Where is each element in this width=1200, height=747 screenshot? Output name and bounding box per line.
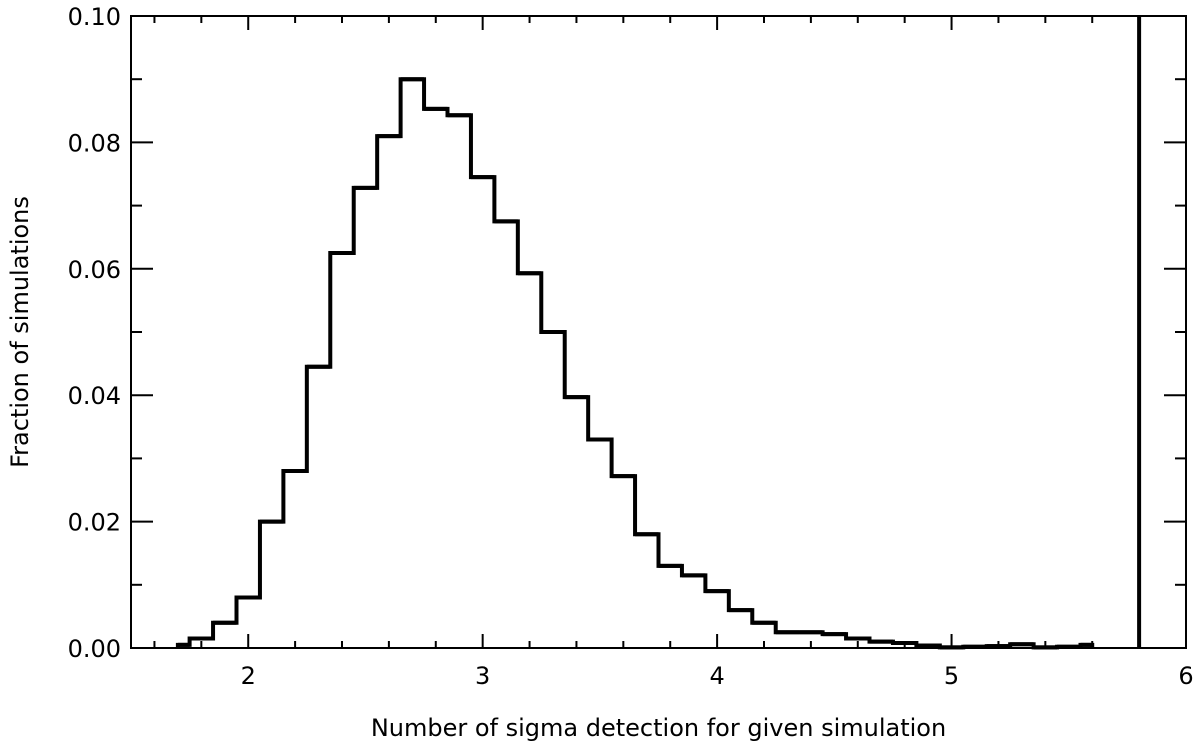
x-tick-label: 3: [475, 662, 490, 690]
x-tick-label: 5: [944, 662, 959, 690]
y-tick-label: 0.02: [68, 509, 121, 537]
x-tick-label: 4: [709, 662, 724, 690]
tick-labels: 2 3 4 5 6 0.00 0.02 0.04 0.06 0.08 0.10: [68, 3, 1194, 690]
histogram-bins: [177, 77, 1093, 650]
plot-frame: [130, 15, 1187, 649]
y-tick-label: 0.06: [68, 256, 121, 284]
y-tick-label: 0.10: [68, 3, 121, 31]
y-axis-title: Fraction of simulations: [6, 196, 34, 468]
x-tick-label: 2: [241, 662, 256, 690]
y-tick-label: 0.00: [68, 635, 121, 663]
y-tick-label: 0.08: [68, 129, 121, 157]
y-tick-label: 0.04: [68, 382, 121, 410]
histogram-outline: [175, 77, 1095, 650]
x-tick-label: 6: [1178, 662, 1193, 690]
x-axis-title: Number of sigma detection for given simu…: [371, 714, 946, 742]
